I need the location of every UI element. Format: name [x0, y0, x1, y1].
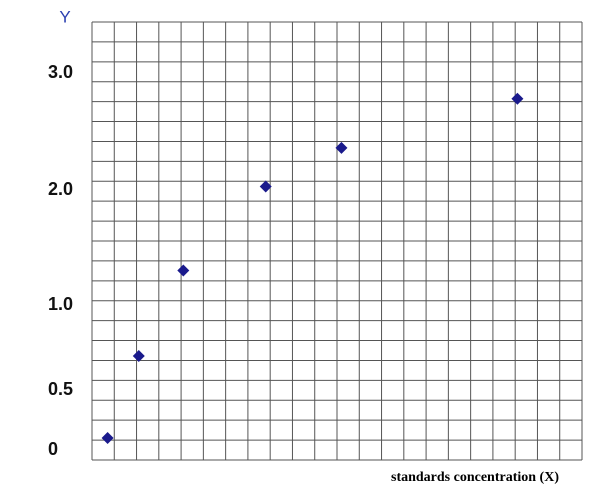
- data-point: [259, 180, 272, 193]
- y-tick-label: 2.0: [48, 179, 73, 199]
- data-point: [132, 350, 145, 362]
- data-point: [101, 432, 114, 444]
- y-tick-label: 1.0: [48, 294, 73, 314]
- data-point: [177, 264, 190, 277]
- y-tick-label: 0: [48, 439, 58, 459]
- data-point: [335, 141, 348, 154]
- y-axis-label: Y: [59, 7, 70, 26]
- x-axis-label: standards concentration (X): [391, 470, 559, 485]
- data-point: [511, 92, 524, 105]
- y-tick-label: 3.0: [48, 62, 73, 82]
- y-tick-label: 0.5: [48, 379, 73, 399]
